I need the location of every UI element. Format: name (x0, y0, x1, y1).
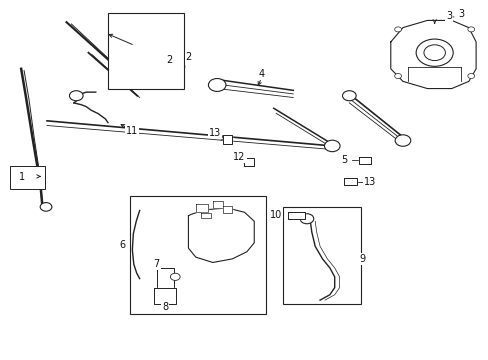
Circle shape (170, 273, 180, 280)
Text: 9: 9 (359, 254, 365, 264)
Circle shape (300, 214, 313, 224)
Text: 13: 13 (364, 177, 376, 187)
Text: 6: 6 (119, 239, 125, 249)
Text: 3: 3 (446, 11, 451, 21)
Circle shape (423, 45, 445, 60)
Text: 5: 5 (341, 155, 347, 165)
Text: 3: 3 (457, 9, 464, 19)
Bar (108, 13, 183, 89)
Text: 8: 8 (162, 302, 168, 312)
Circle shape (342, 91, 355, 101)
Bar (10, 166, 44, 189)
Text: 2: 2 (185, 52, 191, 62)
Text: 12: 12 (233, 152, 245, 162)
Polygon shape (200, 213, 211, 219)
Circle shape (208, 78, 225, 91)
Polygon shape (212, 201, 222, 208)
Circle shape (40, 203, 52, 211)
Text: 1: 1 (19, 172, 25, 182)
Polygon shape (244, 158, 254, 166)
Circle shape (467, 73, 474, 78)
Polygon shape (358, 157, 370, 164)
Text: 7: 7 (153, 259, 160, 269)
Polygon shape (344, 178, 356, 185)
Polygon shape (195, 204, 207, 212)
Circle shape (69, 91, 83, 101)
Circle shape (324, 140, 339, 152)
Circle shape (415, 39, 452, 66)
Text: 13: 13 (209, 128, 221, 138)
Text: 2: 2 (165, 55, 172, 65)
Polygon shape (188, 208, 254, 262)
Circle shape (467, 27, 474, 32)
Text: 11: 11 (126, 126, 138, 136)
Polygon shape (390, 21, 475, 89)
Bar (130, 196, 266, 315)
Bar (282, 207, 360, 304)
Circle shape (394, 73, 401, 78)
Text: 4: 4 (258, 69, 264, 79)
Polygon shape (222, 135, 232, 144)
Polygon shape (157, 268, 173, 288)
Circle shape (394, 135, 410, 146)
Polygon shape (288, 212, 305, 219)
Circle shape (394, 27, 401, 32)
Polygon shape (154, 288, 176, 304)
Text: 10: 10 (269, 210, 281, 220)
Polygon shape (222, 206, 232, 213)
